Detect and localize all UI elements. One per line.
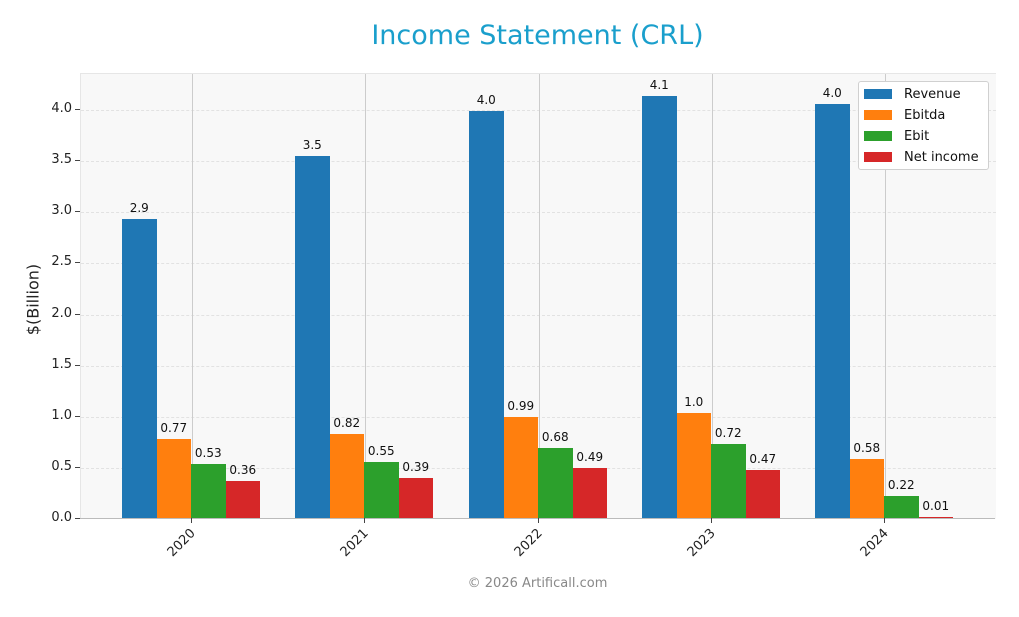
bar-ebit <box>711 444 746 518</box>
bar-value-label: 0.01 <box>922 498 950 513</box>
x-tick-label: 2024 <box>857 526 892 561</box>
bar-value-label: 4.1 <box>649 77 669 92</box>
bar-revenue <box>469 111 504 518</box>
x-tick-mark <box>884 518 885 523</box>
legend-swatch <box>864 110 892 120</box>
y-tick-label: 4.0 <box>51 101 72 116</box>
bar-value-label: 0.72 <box>714 426 742 441</box>
grid-line-vertical <box>539 74 540 519</box>
bar-value-label: 0.53 <box>194 445 222 460</box>
y-tick-mark <box>75 466 80 468</box>
y-tick-label: 1.0 <box>51 407 72 423</box>
bar-value-label: 0.47 <box>749 451 777 466</box>
bar-revenue <box>295 156 330 518</box>
y-tick-mark <box>75 415 80 417</box>
bar-value-label: 3.5 <box>302 138 322 153</box>
y-tick-label: 1.5 <box>51 356 72 372</box>
bar-ebitda <box>849 458 884 518</box>
legend-label: Ebit <box>904 128 930 144</box>
chart-title: Income Statement (CRL) <box>371 20 704 51</box>
bar-value-label: 0.39 <box>402 460 430 475</box>
bar-net-income <box>225 481 260 518</box>
y-tick-mark <box>75 518 80 519</box>
bar-value-label: 0.58 <box>853 440 881 455</box>
y-tick-label: 3.5 <box>51 152 72 168</box>
bar-revenue <box>122 219 157 518</box>
bar-value-label: 1.0 <box>684 394 704 409</box>
x-axis-line <box>80 518 995 519</box>
y-tick-label: 2.0 <box>51 305 72 321</box>
grid-line-vertical <box>885 74 886 519</box>
bar-ebit <box>884 495 919 518</box>
bar-net-income <box>918 516 953 518</box>
grid-line-horizontal <box>81 365 996 367</box>
grid-line-vertical <box>192 74 193 519</box>
y-tick-label: 3.0 <box>51 203 72 219</box>
legend: Revenue Ebitda Ebit Net income <box>858 81 989 170</box>
grid-line-horizontal <box>81 212 996 214</box>
grid-line-horizontal <box>81 110 996 111</box>
bar-value-label: 0.68 <box>541 430 569 445</box>
x-tick-mark <box>191 518 192 523</box>
y-tick-mark <box>75 211 80 213</box>
bar-value-label: 0.77 <box>160 421 188 436</box>
legend-label: Ebitda <box>904 107 946 123</box>
y-tick-mark <box>75 262 80 264</box>
bar-revenue <box>642 95 677 518</box>
footer-copyright: © 2026 Artificall.com <box>467 576 608 591</box>
grid-line-horizontal <box>81 263 996 265</box>
bar-value-label: 2.9 <box>129 201 149 216</box>
legend-swatch <box>864 152 892 162</box>
y-axis-label: $(Billion) <box>23 263 43 336</box>
bar-value-label: 0.55 <box>367 443 395 458</box>
legend-item-revenue: Revenue <box>864 84 961 104</box>
y-tick-mark <box>75 160 80 162</box>
bar-value-label: 0.82 <box>333 416 361 431</box>
bar-value-label: 4.0 <box>822 85 842 100</box>
legend-item-ebitda: Ebitda <box>864 105 945 125</box>
legend-label: Net income <box>904 149 979 165</box>
bar-value-label: 0.99 <box>507 398 535 413</box>
bar-net-income <box>745 469 780 518</box>
y-tick-mark <box>75 364 80 366</box>
legend-item-net-income: Net income <box>864 147 979 167</box>
bar-ebit <box>364 461 399 518</box>
y-tick-label: 0.0 <box>51 510 72 525</box>
x-tick-label: 2023 <box>684 526 719 561</box>
grid-line-horizontal <box>81 161 996 163</box>
bar-ebit <box>538 448 573 518</box>
grid-line-horizontal <box>81 314 996 316</box>
legend-label: Revenue <box>904 86 961 102</box>
bar-revenue <box>815 103 850 518</box>
legend-swatch <box>864 89 892 99</box>
bar-ebitda <box>329 434 364 518</box>
grid-line-horizontal <box>81 416 996 418</box>
legend-item-ebit: Ebit <box>864 126 929 146</box>
y-tick-mark <box>75 313 80 315</box>
bar-net-income <box>572 467 607 518</box>
bar-value-label: 0.49 <box>576 449 604 464</box>
y-tick-label: 2.5 <box>51 254 72 270</box>
bar-value-label: 0.22 <box>887 477 915 492</box>
legend-swatch <box>864 131 892 141</box>
grid-line-vertical <box>365 74 366 519</box>
bar-ebitda <box>156 439 191 518</box>
bar-value-label: 0.36 <box>229 463 257 478</box>
y-tick-mark <box>75 109 80 110</box>
x-tick-mark <box>711 518 712 523</box>
bar-ebitda <box>676 412 711 518</box>
bar-net-income <box>398 478 433 518</box>
bar-value-label: 4.0 <box>476 93 496 108</box>
y-tick-label: 0.5 <box>51 458 72 474</box>
x-tick-mark <box>364 518 365 523</box>
x-tick-mark <box>538 518 539 523</box>
x-tick-label: 2021 <box>337 526 372 561</box>
x-tick-label: 2022 <box>511 526 546 561</box>
grid-line-vertical <box>712 74 713 519</box>
x-tick-label: 2020 <box>164 526 199 561</box>
bar-ebitda <box>503 416 538 518</box>
bar-ebit <box>191 463 226 518</box>
